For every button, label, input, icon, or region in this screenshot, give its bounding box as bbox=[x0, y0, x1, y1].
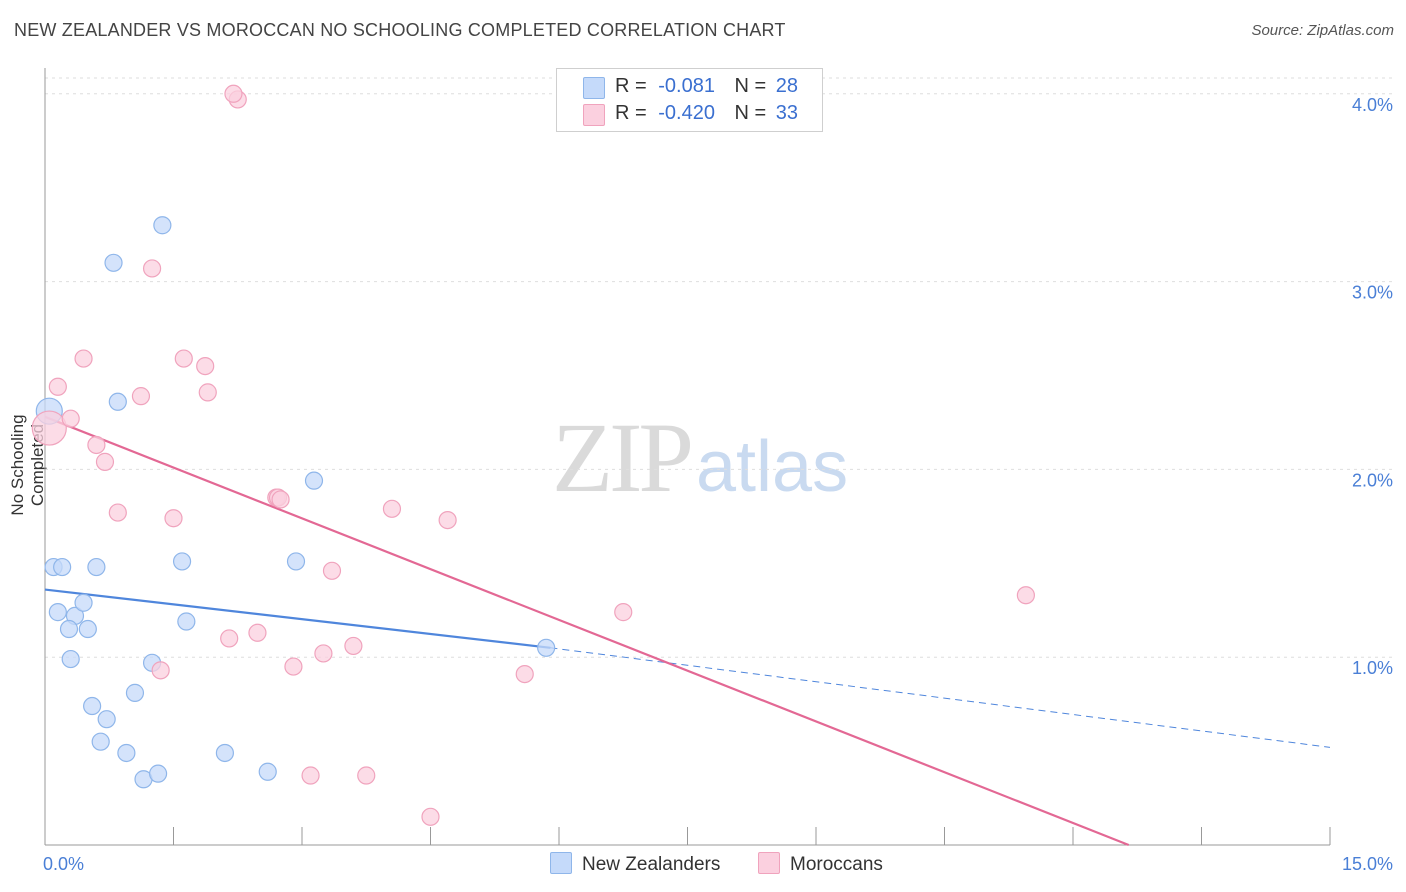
data-point bbox=[382, 499, 402, 518]
watermark-atlas: atlas bbox=[696, 427, 849, 507]
data-point bbox=[172, 552, 192, 571]
data-point bbox=[537, 638, 556, 657]
data-point bbox=[97, 710, 116, 729]
data-point bbox=[59, 619, 79, 639]
data-point bbox=[224, 84, 243, 103]
bottom-legend-moroccans: Moroccans bbox=[758, 852, 883, 876]
x-tick-label: 15.0% bbox=[1342, 854, 1393, 874]
data-point bbox=[48, 603, 67, 622]
legend-n-value: 33 bbox=[775, 102, 799, 124]
data-point bbox=[196, 356, 215, 376]
data-point bbox=[95, 452, 115, 471]
data-point bbox=[31, 410, 67, 446]
data-point bbox=[104, 253, 123, 272]
legend-n-label: N = bbox=[734, 75, 767, 97]
data-point bbox=[108, 503, 127, 522]
bottom-legend-label: New Zealanders bbox=[582, 854, 721, 875]
bottom-legend-label: Moroccans bbox=[790, 854, 883, 875]
data-point bbox=[614, 603, 633, 622]
data-point bbox=[53, 557, 72, 577]
legend-n-label: N = bbox=[734, 102, 767, 124]
data-point bbox=[1016, 586, 1035, 605]
y-tick-label: 3.0% bbox=[1352, 283, 1393, 303]
data-point bbox=[344, 636, 363, 656]
gridlines bbox=[45, 77, 1395, 658]
data-point bbox=[515, 664, 534, 684]
trend-line bbox=[44, 588, 551, 649]
data-point bbox=[125, 683, 145, 702]
data-point bbox=[286, 552, 306, 571]
bottom-legend-swatch-new-zealanders bbox=[550, 852, 572, 874]
data-point bbox=[61, 409, 80, 428]
data-point bbox=[258, 762, 277, 781]
trend-line bbox=[44, 415, 1130, 847]
data-point bbox=[314, 644, 333, 663]
data-point bbox=[284, 657, 303, 676]
legend-r-value: -0.081 bbox=[658, 75, 715, 97]
data-point bbox=[322, 561, 342, 580]
data-point bbox=[48, 377, 67, 396]
data-point bbox=[248, 623, 267, 642]
data-point bbox=[220, 629, 239, 648]
watermark-zip: ZIP bbox=[552, 402, 694, 513]
legend-r-value: -0.420 bbox=[658, 102, 715, 124]
data-point bbox=[78, 619, 97, 639]
data-point bbox=[61, 649, 80, 669]
data-point bbox=[148, 764, 168, 783]
data-point bbox=[304, 471, 324, 490]
legend-r-label: R = bbox=[615, 75, 647, 97]
data-point bbox=[177, 612, 196, 631]
bottom-legend-new-zealanders: New Zealanders bbox=[550, 852, 720, 876]
bottom-legend-swatch-moroccans bbox=[758, 852, 780, 874]
data-point bbox=[271, 490, 290, 509]
data-point bbox=[301, 766, 320, 785]
data-point bbox=[164, 509, 183, 528]
data-point bbox=[153, 216, 172, 235]
data-point bbox=[87, 435, 106, 455]
source-label: Source: ZipAtlas.com bbox=[1251, 22, 1394, 39]
data-point bbox=[83, 696, 102, 716]
y-tick-label: 4.0% bbox=[1352, 95, 1393, 115]
watermark: ZIPatlas bbox=[552, 400, 848, 515]
data-point bbox=[357, 766, 376, 785]
legend-n-value: 28 bbox=[775, 75, 799, 97]
trend-lines bbox=[44, 415, 1331, 847]
data-point bbox=[421, 807, 440, 826]
y-tick-label: 2.0% bbox=[1352, 470, 1393, 490]
data-points bbox=[31, 84, 1035, 826]
data-point bbox=[117, 743, 136, 763]
legend: R = -0.081 N = 28 R = -0.420 N = 33 bbox=[556, 68, 823, 132]
data-point bbox=[142, 259, 162, 278]
data-point bbox=[91, 732, 110, 751]
data-point bbox=[174, 349, 193, 368]
y-tick-label: 1.0% bbox=[1352, 658, 1393, 678]
x-tick-label: 0.0% bbox=[43, 854, 84, 874]
chart-title: NEW ZEALANDER VS MOROCCAN NO SCHOOLING C… bbox=[14, 20, 786, 40]
data-point bbox=[108, 392, 127, 411]
legend-swatch-moroccans bbox=[583, 104, 605, 126]
data-point bbox=[198, 383, 217, 402]
axes bbox=[44, 68, 1331, 846]
data-point bbox=[74, 593, 93, 612]
legend-r-label: R = bbox=[615, 102, 647, 124]
data-point bbox=[438, 510, 457, 530]
tick-labels: 1.0% 2.0% 3.0% 4.0% 0.0% 15.0% bbox=[43, 95, 1393, 874]
legend-swatch-new-zealanders bbox=[583, 77, 605, 99]
data-point bbox=[215, 743, 234, 763]
data-point bbox=[74, 349, 93, 368]
data-point bbox=[87, 557, 106, 577]
data-point bbox=[131, 387, 151, 406]
trend-line-extension bbox=[550, 647, 1331, 748]
data-point bbox=[151, 661, 170, 680]
